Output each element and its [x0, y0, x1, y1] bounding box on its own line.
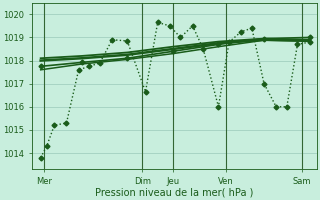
X-axis label: Pression niveau de la mer( hPa ): Pression niveau de la mer( hPa ) — [95, 187, 253, 197]
